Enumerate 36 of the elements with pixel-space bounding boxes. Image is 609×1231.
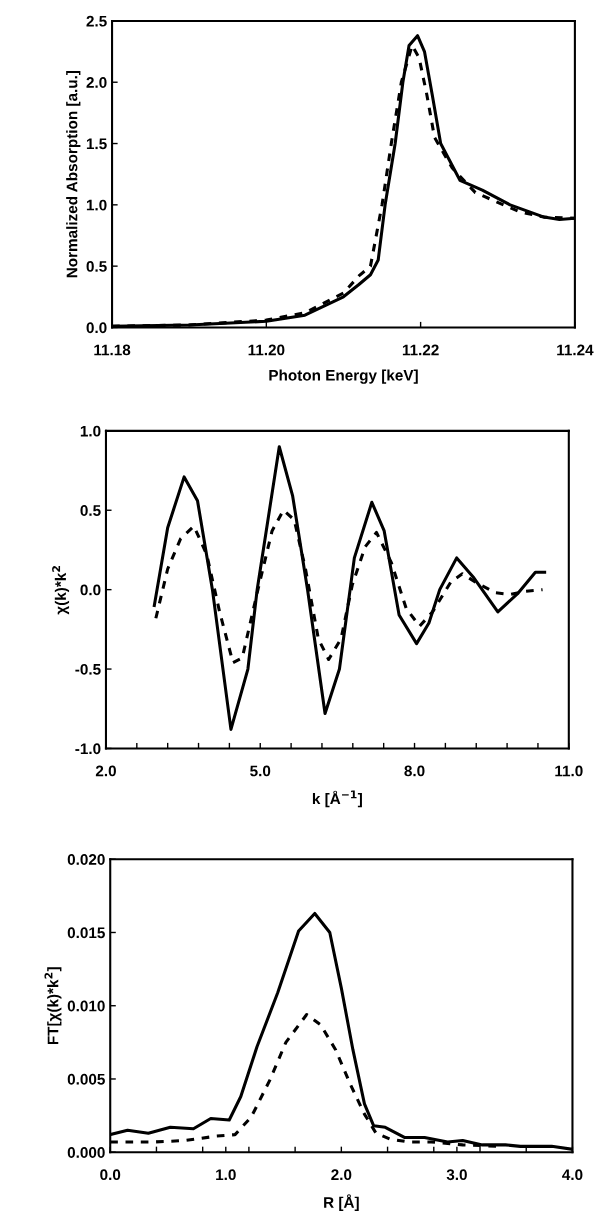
y-tick-label: 1.5 [86,138,107,150]
x-tick-label: 1.0 [216,1169,236,1181]
y-tick-label: 0.000 [67,1147,105,1158]
x-tick-label: 5.0 [250,765,271,777]
x-tick-label: 2.0 [95,765,116,777]
y-tick-label: 0.5 [86,261,107,272]
x-tick-label: 0.0 [100,1169,121,1181]
y-tick-label: 0.010 [67,1000,105,1012]
x-tick-label: 11.18 [94,344,131,356]
y-tick-label: -0.5 [75,663,101,675]
y-tick-label: 0.0 [80,584,101,596]
y-tick-label: 2.5 [86,15,107,27]
y-tick-label: 0.005 [67,1073,105,1085]
y-tick-label: 0.020 [67,854,105,865]
x-tick-label: 4.0 [562,1169,583,1181]
y-axis-title: χ(k)*k$^{2}$ [52,566,70,615]
x-axis-title: R [Å] [324,1194,359,1211]
x-tick-label: 2.0 [331,1169,352,1181]
x-tick-label: 11.20 [248,344,285,356]
y-axis-title: FT[χ(k)*k$^{2}$] [44,967,62,1045]
y-axis-title: Normalized Absorption [a.u.] [66,70,81,278]
y-tick-label: 2.0 [86,77,107,88]
line-series [152,445,547,731]
y-tick-label: 0.5 [80,505,101,516]
y-tick-label: 0.015 [67,927,105,939]
y-tick-label: 0.0 [86,322,107,334]
x-tick-label: 3.0 [446,1169,467,1181]
x-tick-label: 11.22 [402,344,439,356]
x-tick-label: 8.0 [404,765,425,777]
y-tick-label: 1.0 [80,425,101,437]
x-tick-label: 11.24 [557,344,594,356]
x-axis-title: k [Å$^{−1}$] [312,790,362,808]
y-tick-label: 1.0 [86,199,107,211]
x-tick-label: 11.0 [555,765,583,777]
x-axis-title: Photon Energy [keV] [269,369,418,384]
y-tick-label: -1.0 [75,743,101,755]
